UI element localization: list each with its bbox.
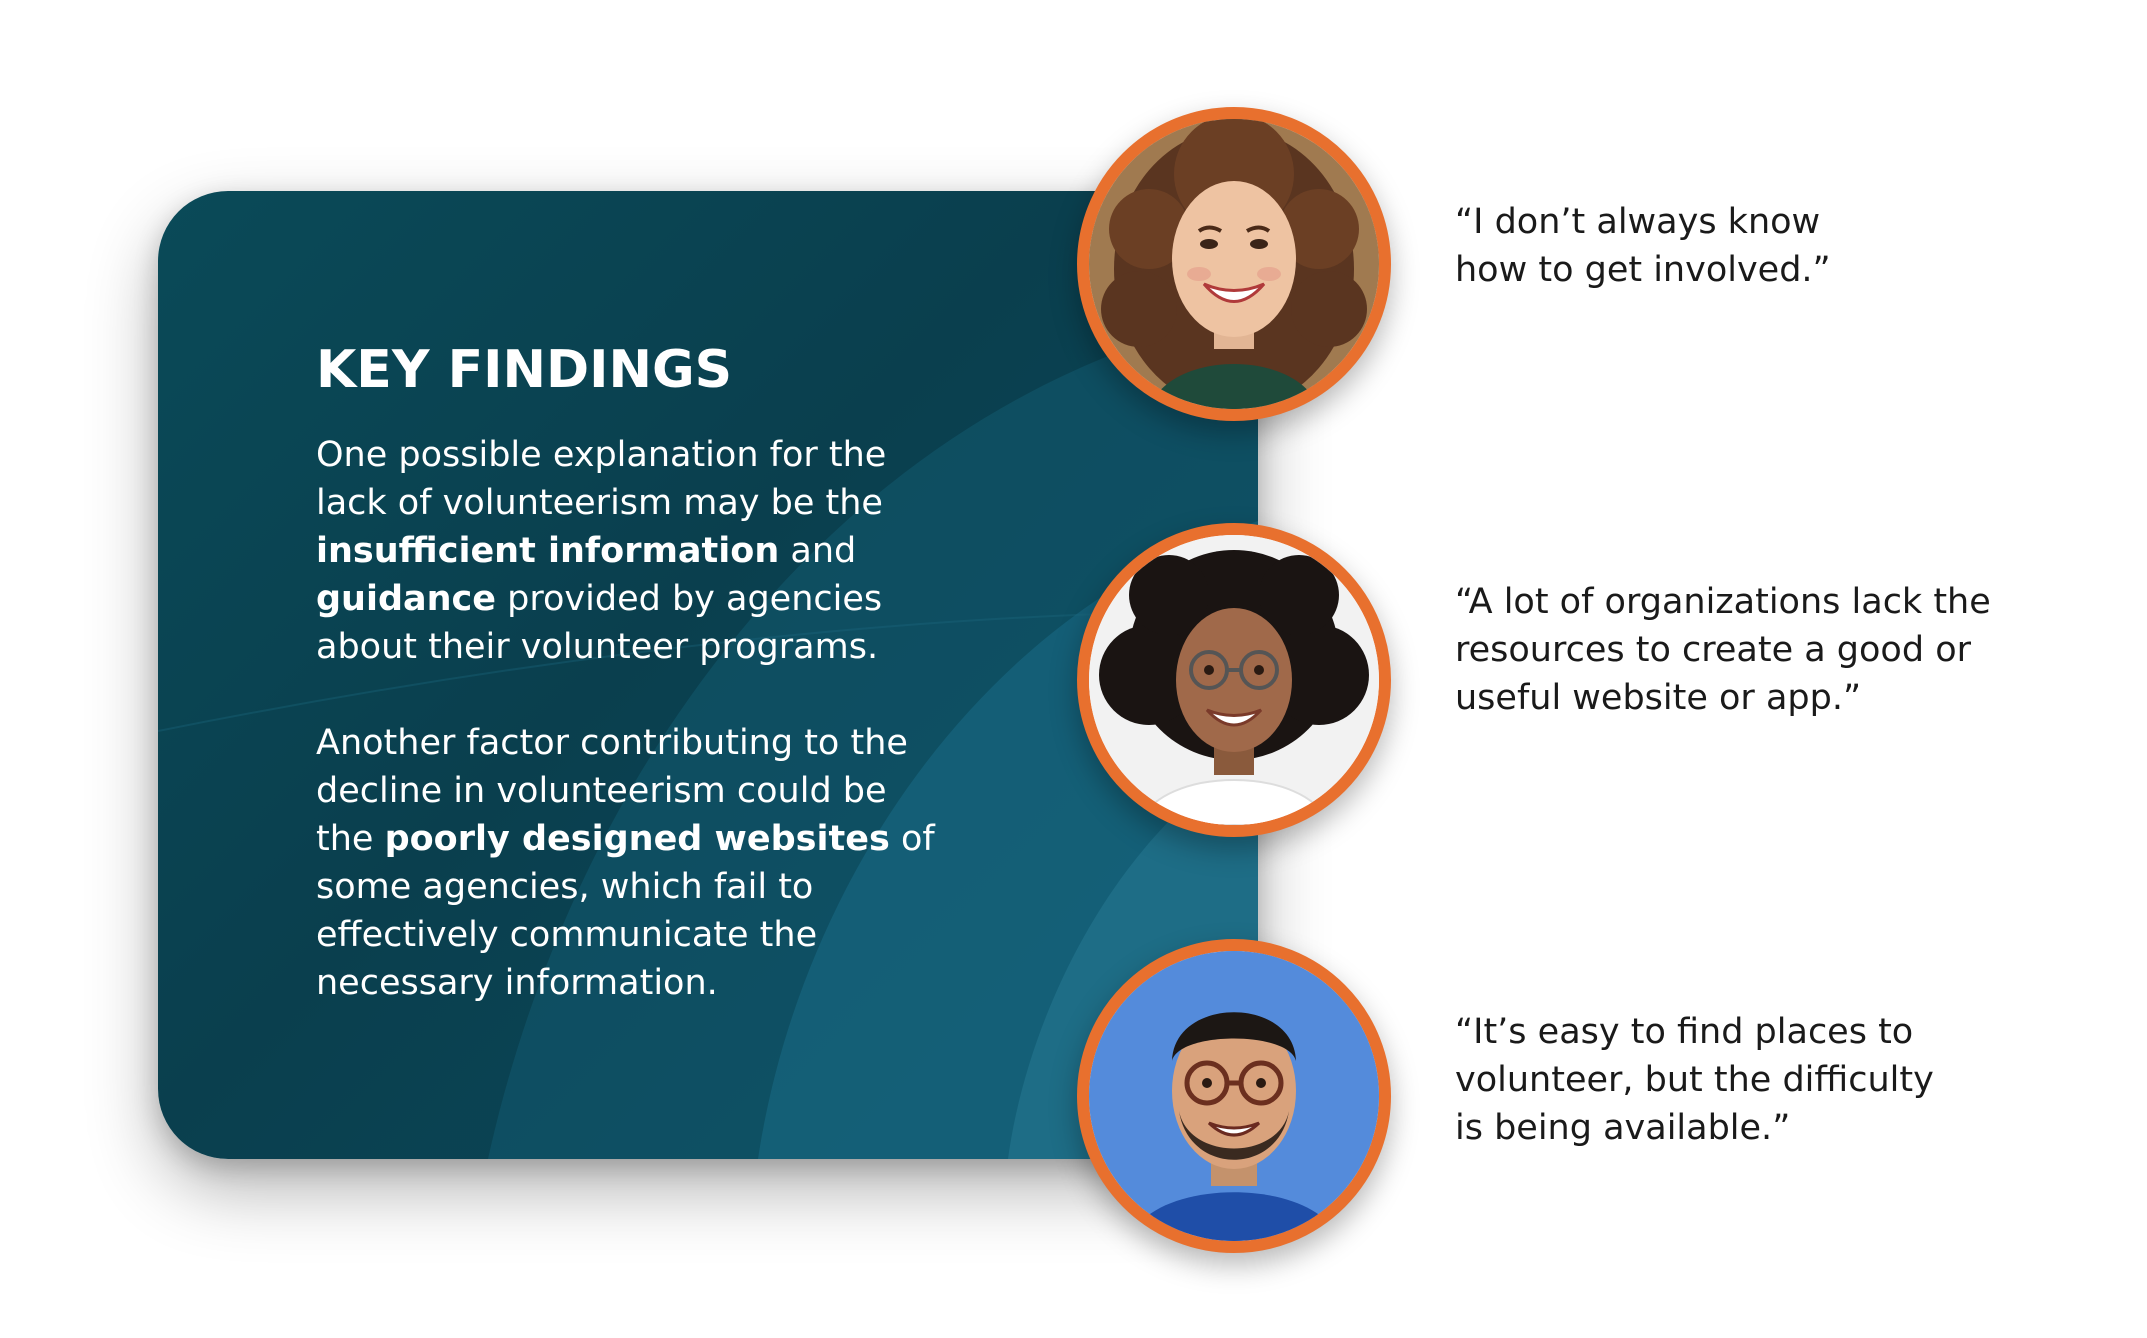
quote-line: “I don’t always know [1455, 202, 1821, 242]
paragraph-line: Another factor contributing to the [316, 722, 908, 763]
quote-line: volunteer, but the difficulty [1455, 1060, 1934, 1100]
paragraph-text: provided by agencies [496, 578, 883, 619]
paragraph-line: some agencies, which fail to [316, 866, 814, 907]
paragraph-text: the [316, 818, 385, 859]
key-findings-paragraph-1: One possible explanation for the lack of… [316, 431, 1076, 671]
paragraph-text: of [889, 818, 935, 859]
paragraph-line: decline in volunteerism could be [316, 770, 887, 811]
quote-line: “It’s easy to find places to [1455, 1012, 1914, 1052]
highlight-poorly-designed-websites: poorly designed websites [384, 818, 890, 859]
quote-line: resources to create a good or [1455, 630, 1971, 670]
key-findings-text: KEY FINDINGS One possible explanation fo… [316, 340, 1076, 1007]
testimonial-quote-2: “A lot of organizations lack the resourc… [1455, 578, 2095, 722]
woman-glasses-portrait-icon [1077, 523, 1391, 837]
paragraph-line: guidance provided by agencies [316, 575, 1076, 623]
quote-line: how to get involved.” [1455, 250, 1831, 290]
highlight-insufficient-information: insufficient information [316, 530, 780, 571]
testimonial-quote-1: “I don’t always know how to get involved… [1455, 198, 2095, 294]
key-findings-title: KEY FINDINGS [316, 340, 733, 400]
quote-line: “A lot of organizations lack the [1455, 582, 1991, 622]
man-glasses-portrait-icon [1077, 939, 1391, 1253]
paragraph-line: about their volunteer programs. [316, 626, 879, 667]
testimonial-quote-3: “It’s easy to find places to volunteer, … [1455, 1008, 2095, 1152]
paragraph-line: effectively communicate the [316, 914, 818, 955]
paragraph-text: and [779, 530, 857, 571]
woman-curly-hair-portrait-icon [1077, 107, 1391, 421]
paragraph-line: One possible explanation for the [316, 434, 887, 475]
paragraph-line: insufficient information and [316, 527, 1076, 575]
paragraph-line: the poorly designed websites of [316, 815, 1076, 863]
key-findings-paragraph-2: Another factor contributing to the decli… [316, 719, 1076, 1007]
quote-line: useful website or app.” [1455, 678, 1862, 718]
paragraph-line: necessary information. [316, 962, 718, 1003]
highlight-guidance: guidance [316, 578, 497, 619]
paragraph-line: lack of volunteerism may be the [316, 482, 883, 523]
quote-line: is being available.” [1455, 1108, 1791, 1148]
